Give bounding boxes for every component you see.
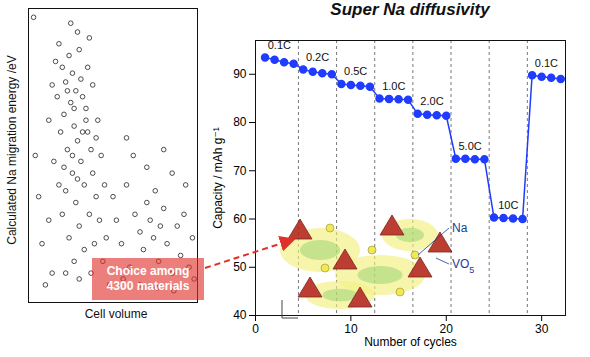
svg-text:4300 materials: 4300 materials [107,279,190,293]
svg-text:80: 80 [233,115,247,129]
svg-text:Choice among: Choice among [107,264,190,278]
svg-text:20: 20 [439,322,453,336]
svg-text:90: 90 [233,67,247,81]
svg-text:1.0C: 1.0C [382,80,405,92]
svg-text:0.5C: 0.5C [344,65,367,77]
svg-text:10: 10 [344,322,358,336]
svg-text:Calculated Na migration energy: Calculated Na migration energy /eV [5,55,19,244]
svg-text:VO5: VO5 [452,257,474,275]
svg-text:Capacity / mAh g⁻¹: Capacity / mAh g⁻¹ [211,127,225,229]
svg-text:10C: 10C [498,199,518,211]
svg-text:50: 50 [233,260,247,274]
svg-text:40: 40 [233,308,247,322]
html-text:Super Na diffusivity: Super Na diffusivity [330,0,490,19]
svg-text:Number of cycles: Number of cycles [364,335,457,349]
svg-text:0.1C: 0.1C [535,57,558,69]
svg-text:Na: Na [452,221,468,235]
svg-text:70: 70 [233,164,247,178]
svg-text:60: 60 [233,212,247,226]
svg-text:30: 30 [535,322,549,336]
svg-text:0.1C: 0.1C [267,38,291,51]
svg-text:Cell volume: Cell volume [85,307,148,321]
svg-text:0: 0 [252,322,259,336]
svg-text:5.0C: 5.0C [458,140,481,152]
svg-text:2.0C: 2.0C [420,95,443,107]
svg-text:0.2C: 0.2C [306,51,329,63]
